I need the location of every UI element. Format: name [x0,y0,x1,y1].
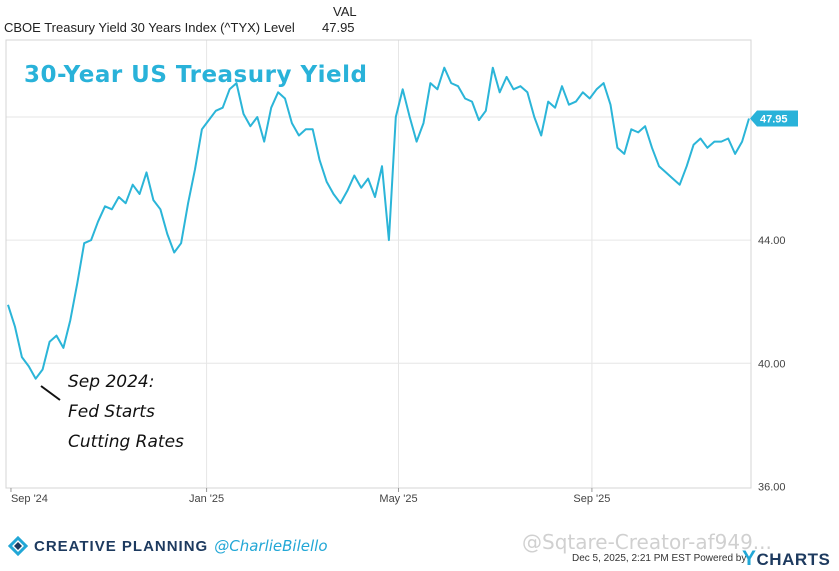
watermark: @Sqtare-Creator-af949... [522,530,772,554]
ycharts-logo-rest: CHARTS [756,550,831,569]
timestamp: Dec 5, 2025, 2:21 PM EST [572,553,691,564]
creative-planning-logo-icon [8,536,28,556]
y-tick-label: 36.00 [758,481,786,493]
series-label: CBOE Treasury Yield 30 Years Index (^TYX… [4,20,295,35]
footnote: Dec 5, 2025, 2:21 PM EST Powered by [572,553,746,564]
ycharts-logo-y: Y [742,547,757,570]
x-tick-label: Sep '24 [11,493,48,505]
current-value: 47.95 [322,20,355,35]
value-column-heading: VAL [333,4,357,19]
series-line-tyx [7,66,750,380]
annotation-text: Sep 2024: Fed Starts Cutting Rates [68,372,184,452]
last-value-label: 47.95 [760,114,788,126]
brand-name: CREATIVE PLANNING [34,537,209,555]
ycharts-logo: YCHARTS [742,547,830,571]
x-tick-label: Sep '25 [573,493,610,505]
footer-brand: CREATIVE PLANNING @CharlieBilello [8,536,328,556]
y-tick-label: 44.00 [758,235,786,247]
chart-grid [6,40,751,488]
author-handle[interactable]: @CharlieBilello [214,537,328,555]
y-axis-ticks: 36.00 40.00 44.00 [758,235,786,493]
annotation-line: Sep 2024: [68,372,154,392]
y-tick-label: 40.00 [758,358,786,370]
x-tick-label: Jan '25 [189,493,224,505]
chart-title: 30-Year US Treasury Yield [24,62,367,88]
last-value-badge: 47.95 [750,110,798,127]
x-axis-ticks: Sep '24 Jan '25 May '25 Sep '25 [10,488,610,505]
plot-area-border [5,39,752,489]
x-tick-label: May '25 [379,493,417,505]
annotation-arrow [40,385,61,401]
powered-by: Powered by [693,553,747,564]
annotation-line: Fed Starts [68,402,155,422]
annotation-line: Cutting Rates [68,432,184,452]
last-value-badge-shape [750,110,798,127]
